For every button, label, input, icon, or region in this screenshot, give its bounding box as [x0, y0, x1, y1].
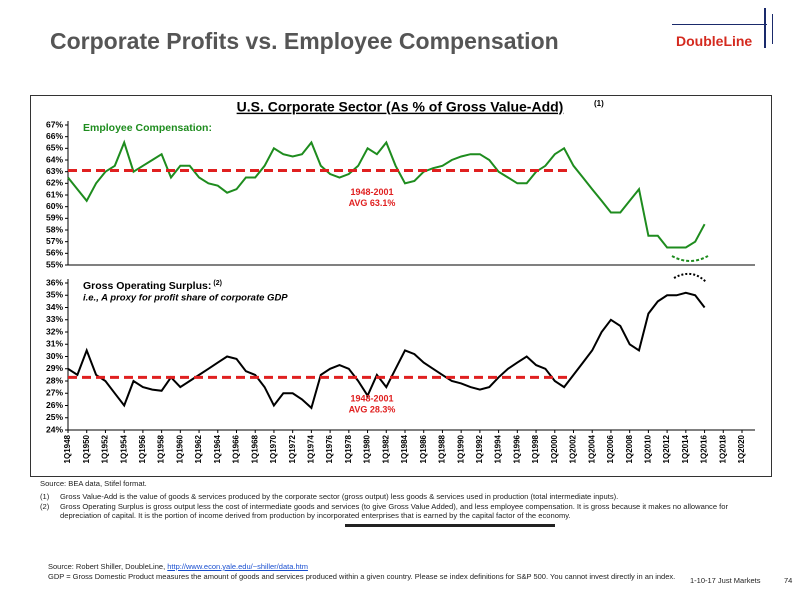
- x-tick-label: 1Q1964: [213, 434, 222, 463]
- y-tick-label: 63%: [46, 166, 63, 176]
- x-tick-label: 1Q2010: [643, 434, 652, 463]
- average-period: 1948-2001: [350, 187, 393, 197]
- y-tick-label: 31%: [46, 339, 63, 349]
- x-tick-label: 1Q1950: [82, 434, 91, 463]
- average-label: AVG 28.3%: [349, 405, 396, 415]
- logo-rule: [672, 24, 767, 25]
- y-tick-label: 65%: [46, 143, 63, 153]
- y-tick-label: 64%: [46, 154, 63, 164]
- x-tick-label: 1Q1980: [363, 434, 372, 463]
- y-tick-label: 67%: [46, 119, 63, 129]
- x-tick-label: 1Q2004: [587, 434, 596, 463]
- y-tick-label: 32%: [46, 326, 63, 336]
- x-tick-label: 1Q1976: [325, 434, 334, 463]
- y-tick-label: 33%: [46, 314, 63, 324]
- x-tick-label: 1Q1998: [531, 434, 540, 463]
- y-tick-label: 34%: [46, 302, 63, 312]
- note-source: Source: BEA data, Stifel format.: [40, 479, 147, 488]
- y-tick-label: 60%: [46, 201, 63, 211]
- x-tick-label: 1Q1954: [119, 434, 128, 463]
- y-tick-label: 28%: [46, 375, 63, 385]
- logo-rule: [772, 14, 773, 44]
- x-tick-label: 1Q1966: [232, 434, 241, 463]
- x-tick-label: 1Q1996: [512, 434, 521, 463]
- y-tick-label: 56%: [46, 248, 63, 258]
- x-tick-label: 1Q2016: [700, 434, 709, 463]
- x-tick-label: 1Q1982: [381, 434, 390, 463]
- x-tick-label: 1Q1958: [157, 434, 166, 463]
- line-series: [67, 139, 706, 249]
- x-tick-label: 1Q1974: [306, 434, 315, 463]
- x-tick-label: 1Q1972: [288, 434, 297, 463]
- x-tick-label: 1Q1978: [344, 434, 353, 463]
- note-text: Gross Value-Add is the value of goods & …: [60, 492, 619, 501]
- y-tick-label: 62%: [46, 178, 63, 188]
- x-tick-label: 1Q1970: [269, 434, 278, 463]
- x-tick-label: 1Q2006: [606, 434, 615, 463]
- y-tick-label: 24%: [46, 424, 63, 434]
- trend-arrow: [671, 255, 709, 262]
- x-tick-label: 1Q1992: [475, 434, 484, 463]
- y-tick-label: 61%: [46, 189, 63, 199]
- trend-arrow: [673, 272, 707, 283]
- x-tick-label: 1Q1956: [138, 434, 147, 463]
- logo-rule: [764, 8, 766, 48]
- y-tick-label: 66%: [46, 131, 63, 141]
- x-tick-label: 1Q2018: [718, 434, 727, 463]
- logo: DoubleLine: [676, 33, 753, 49]
- x-tick-label: 1Q2008: [625, 434, 634, 463]
- chart-title-note: (2): [213, 280, 222, 287]
- footer-date: 1-10-17 Just Markets: [690, 576, 761, 585]
- footer-source: Source: Robert Shiller, DoubleLine,: [48, 562, 166, 571]
- rule: [345, 524, 555, 527]
- y-tick-label: 59%: [46, 213, 63, 223]
- slide-title: Corporate Profits vs. Employee Compensat…: [50, 28, 559, 54]
- y-tick-label: 58%: [46, 224, 63, 234]
- x-tick-label: 1Q1968: [250, 434, 259, 463]
- x-tick-label: 1Q2002: [569, 434, 578, 463]
- y-tick-label: 26%: [46, 400, 63, 410]
- y-tick-label: 30%: [46, 351, 63, 361]
- x-tick-label: 1Q1990: [456, 434, 465, 463]
- x-tick-label: 1Q2020: [737, 434, 746, 463]
- x-tick-label: 1Q1986: [419, 434, 428, 463]
- footer-definition: GDP = Gross Domestic Product measures th…: [48, 572, 676, 581]
- y-tick-label: 29%: [46, 363, 63, 373]
- x-tick-label: 1Q2014: [681, 434, 690, 463]
- note-marker: (1): [40, 492, 50, 501]
- x-tick-label: 1Q1984: [400, 434, 409, 463]
- chart-title: Employee Compensation:: [83, 122, 212, 134]
- note-marker: (2): [40, 502, 50, 511]
- x-tick-label: 1Q1988: [438, 434, 447, 463]
- x-tick-label: 1Q1994: [494, 434, 503, 463]
- average-label: AVG 63.1%: [349, 198, 396, 208]
- x-tick-label: 1Q2012: [662, 434, 671, 463]
- panel-title-note: (1): [594, 99, 604, 108]
- note-text: Gross Operating Surplus is gross output …: [60, 502, 729, 520]
- y-tick-label: 25%: [46, 412, 63, 422]
- chart-frame: [30, 95, 772, 477]
- line-series: [67, 291, 706, 410]
- footer-link[interactable]: http://www.econ.yale.edu/~shiller/data.h…: [167, 562, 308, 571]
- y-tick-label: 55%: [46, 259, 63, 269]
- y-tick-label: 27%: [46, 388, 63, 398]
- x-tick-label: 1Q1960: [175, 434, 184, 463]
- x-tick-label: 1Q1952: [101, 434, 110, 463]
- page-number: 74: [784, 576, 793, 585]
- chart-subtitle: i.e., A proxy for profit share of corpor…: [83, 293, 288, 304]
- chart-title: Gross Operating Surplus:: [83, 280, 211, 292]
- y-tick-label: 35%: [46, 290, 63, 300]
- x-tick-label: 1Q2000: [550, 434, 559, 463]
- y-tick-label: 36%: [46, 277, 63, 287]
- average-period: 1948-2001: [350, 394, 393, 404]
- x-tick-label: 1Q1962: [194, 434, 203, 463]
- y-tick-label: 57%: [46, 236, 63, 246]
- panel-title: U.S. Corporate Sector (As % of Gross Val…: [237, 99, 564, 115]
- x-tick-label: 1Q1948: [63, 434, 72, 463]
